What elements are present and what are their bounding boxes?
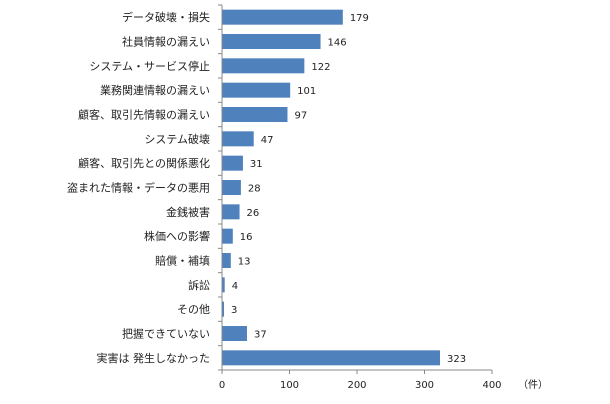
value-label-8: 26 [247, 208, 260, 219]
bar-3 [222, 82, 291, 98]
value-label-14: 323 [447, 354, 466, 365]
value-label-6: 31 [250, 159, 263, 170]
labels-layer: 179 データ破壊・損失 146 社員情報の漏えい 122 システム・サービス停止 101 業… [67, 10, 466, 365]
category-label-3: 業務関連情報の漏えい [100, 83, 210, 97]
bar-8 [222, 204, 240, 220]
value-label-4: 97 [294, 111, 307, 122]
category-label-0: データ破壊・損失 [122, 10, 210, 24]
category-label-5: システム破壊 [144, 132, 210, 146]
category-label-9: 株価への影響 [144, 229, 210, 243]
category-label-4: 顧客、取引先情報の漏えい [78, 108, 210, 122]
axis-layer: 0 100 200 300 400 [218, 4, 502, 391]
value-label-13: 37 [254, 330, 267, 341]
value-label-1: 146 [328, 38, 347, 49]
value-label-5: 47 [261, 135, 274, 146]
value-label-11: 4 [232, 281, 238, 292]
bar-7 [222, 180, 241, 195]
x-tick-label-2: 200 [347, 380, 366, 391]
bar-1 [222, 34, 321, 49]
category-label-12: その他 [177, 303, 210, 316]
bar-14 [222, 350, 441, 366]
category-label-11: 訴訟 [188, 278, 210, 292]
bar-13 [222, 326, 247, 341]
value-label-10: 13 [238, 257, 251, 268]
category-label-7: 盗まれた情報・データの悪用 [67, 181, 210, 195]
bar-10 [222, 253, 231, 268]
category-label-8: 金銭被害 [166, 205, 210, 219]
x-tick-label-3: 300 [415, 380, 434, 391]
bar-5 [222, 131, 254, 147]
x-tick-label-1: 100 [280, 380, 299, 391]
category-label-6: 顧客、取引先との関係悪化 [78, 156, 210, 170]
x-tick-label-0: 0 [219, 380, 225, 391]
x-axis-unit-label: （件） [518, 379, 548, 391]
value-label-0: 179 [350, 13, 369, 24]
value-label-3: 101 [297, 86, 316, 97]
category-label-13: 把握できていない [122, 327, 210, 341]
value-label-7: 28 [248, 184, 261, 195]
bar-4 [222, 107, 288, 122]
value-label-12: 3 [231, 305, 237, 316]
bar-6 [222, 155, 243, 171]
category-label-10: 賠償・補填 [155, 254, 210, 268]
category-label-1: 社員情報の漏えい [122, 35, 210, 49]
bar-11 [222, 277, 225, 293]
x-tick-label-4: 400 [482, 380, 501, 391]
category-label-2: システム・サービス停止 [89, 59, 210, 73]
bar-2 [222, 58, 305, 74]
value-label-9: 16 [240, 232, 253, 243]
bars-layer [222, 9, 441, 366]
bar-12 [222, 301, 225, 317]
value-label-2: 122 [311, 62, 330, 73]
bar-0 [222, 9, 343, 25]
category-label-14: 実害は 発生しなかった [97, 351, 211, 365]
bar-9 [222, 228, 233, 244]
